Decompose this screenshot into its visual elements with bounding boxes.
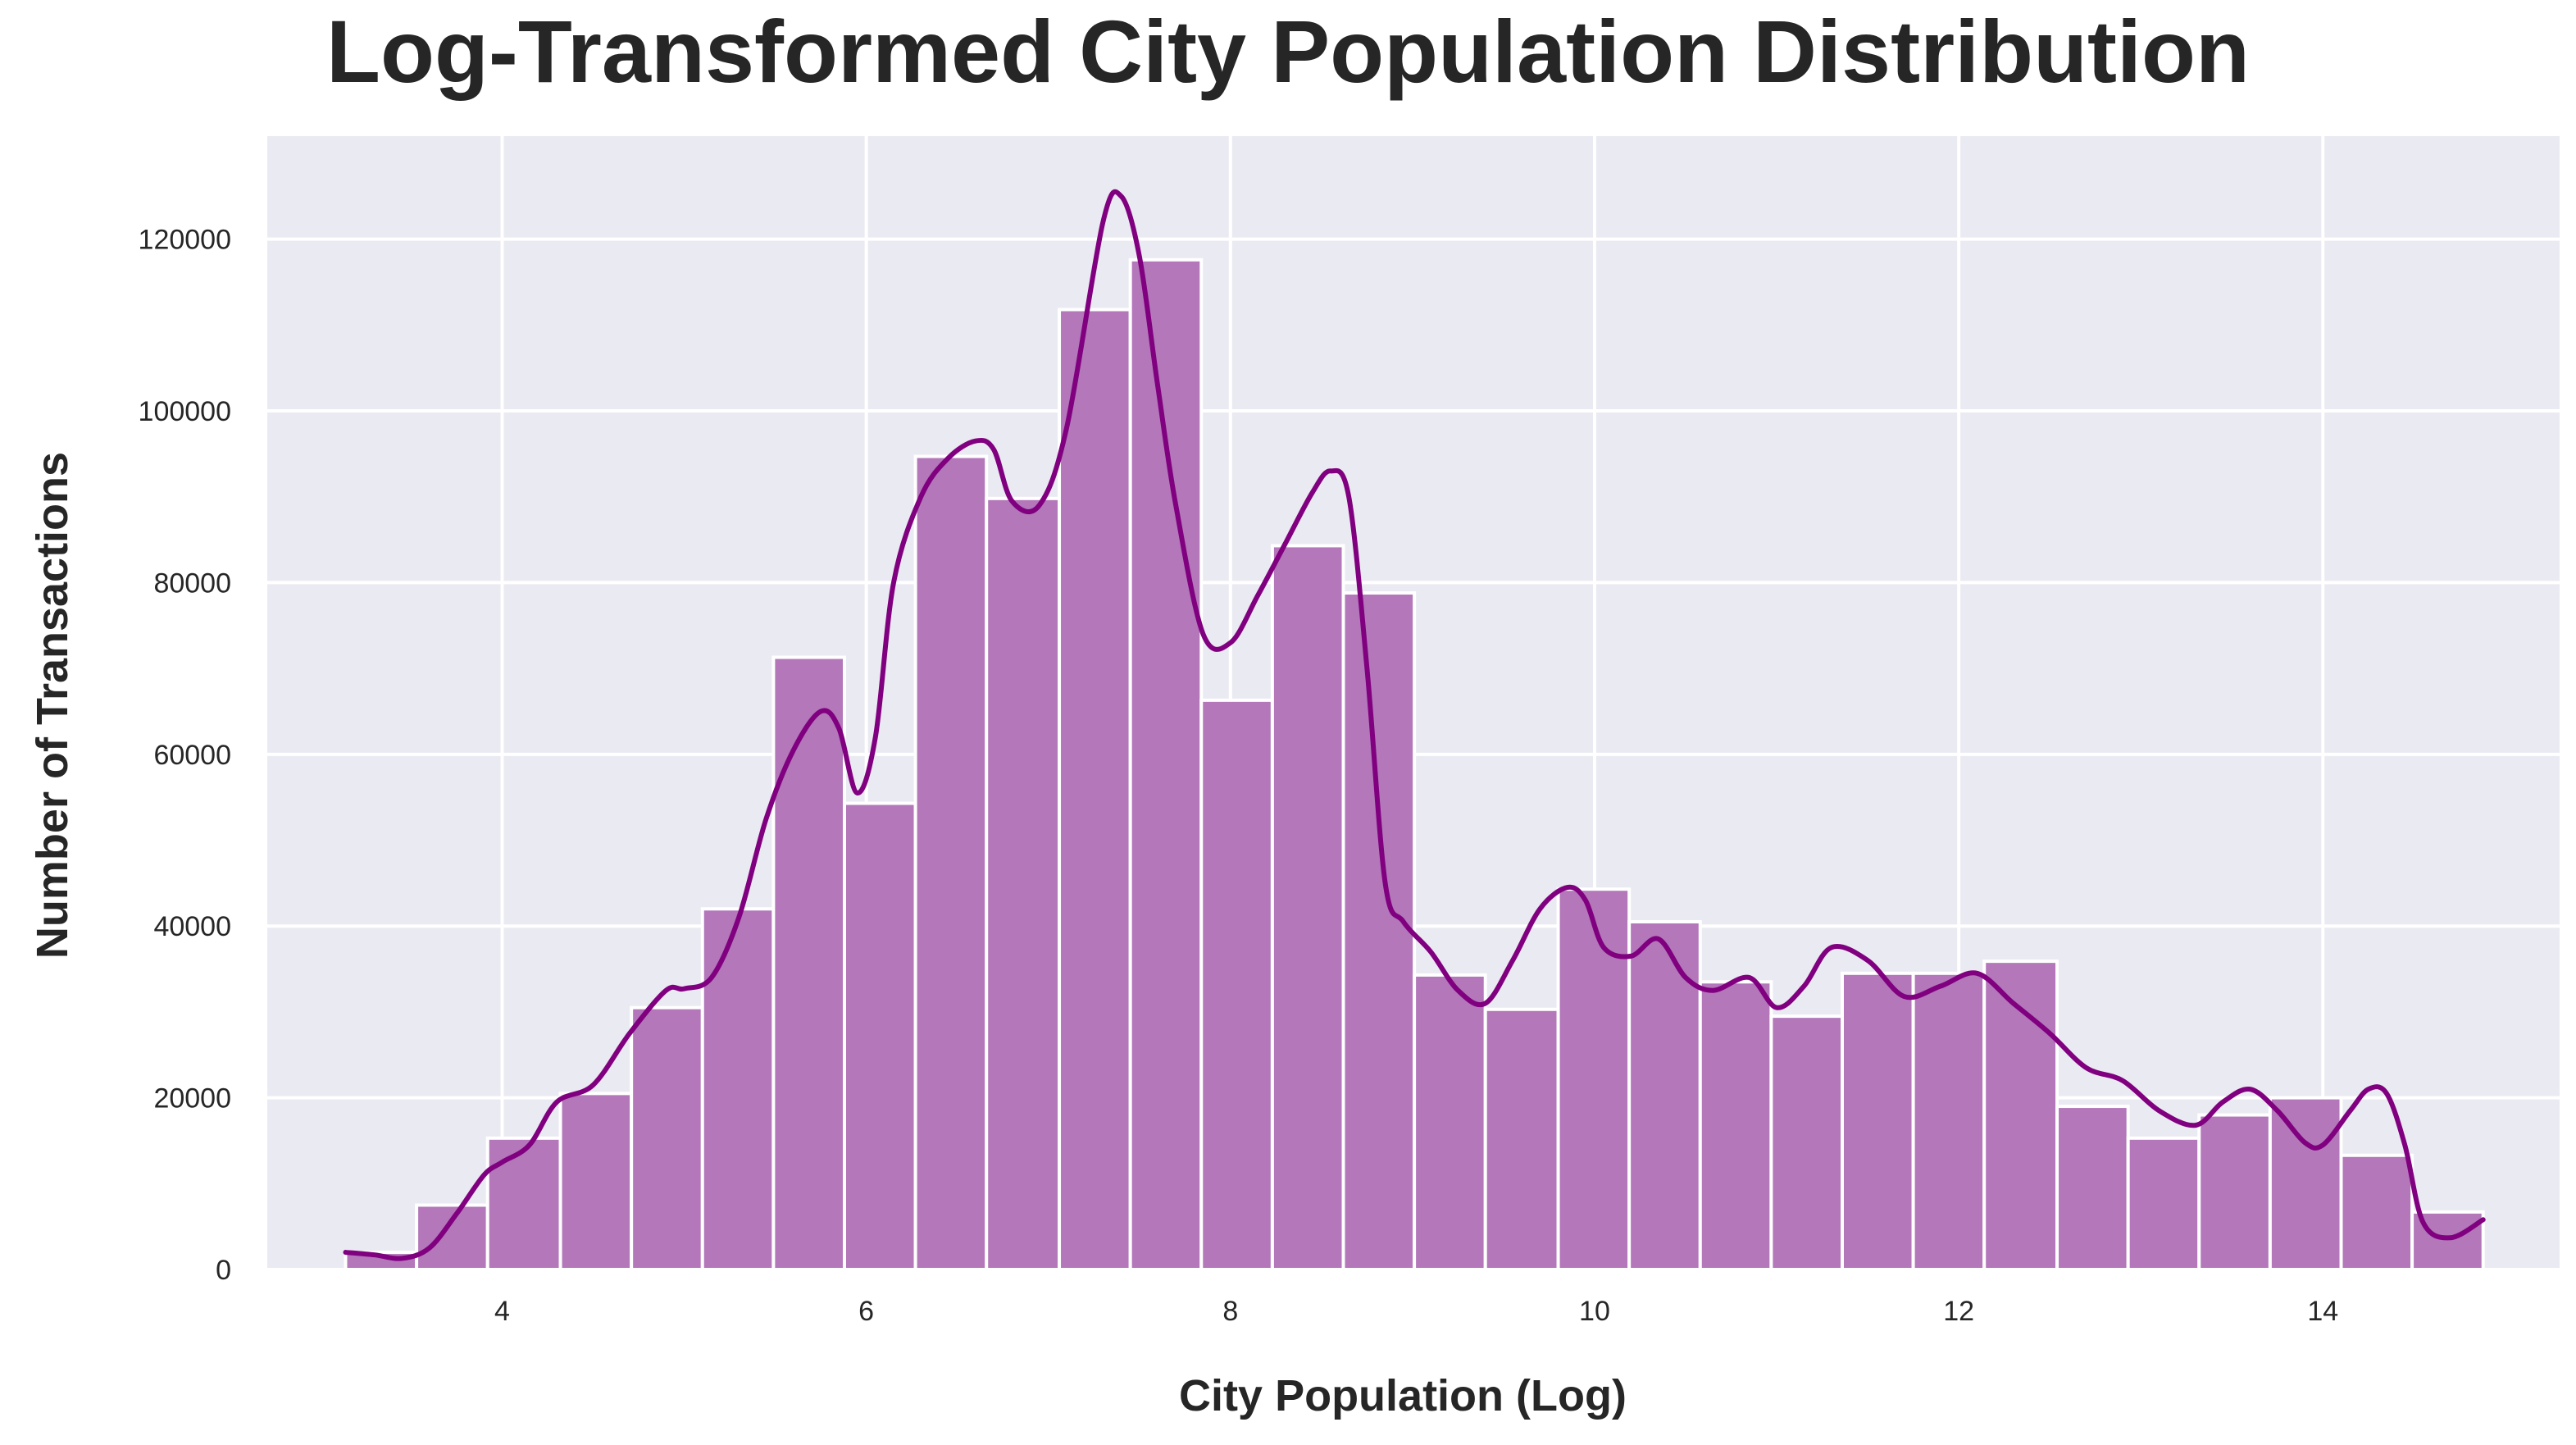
histogram-bar [1556,887,1632,1271]
histogram-bar [415,1203,489,1272]
histogram-bar [2055,1105,2130,1272]
histogram-bar [2339,1153,2414,1272]
histogram-bar [1911,971,1987,1271]
histogram-bar [700,907,776,1271]
y-tick-label: 60000 [153,740,231,771]
histogram-bar [1270,544,1345,1271]
chart-title: Log-Transformed City Population Distribu… [326,2,2250,101]
histogram-bars [344,258,2485,1272]
histogram-bar [985,496,1062,1271]
histogram-bar [1058,308,1132,1271]
histogram-bar [2268,1096,2343,1272]
kde-curve-group [343,189,2486,1261]
histogram-bar [1483,1007,1560,1271]
x-tick-label: 4 [494,1296,510,1327]
histogram-bar [913,454,989,1271]
x-tick-label: 8 [1222,1296,1238,1327]
x-tick-label: 12 [1943,1296,1974,1327]
kde-line [343,189,2486,1261]
histogram-bar [485,1136,562,1271]
histogram-bar [2197,1113,2272,1271]
histogram-bar [1769,1014,1845,1271]
histogram-bar [558,1092,634,1271]
x-tick-label: 10 [1579,1296,1610,1327]
histogram-bar [2126,1136,2201,1271]
histogram-bar [1199,698,1274,1271]
histogram-bar [1341,590,1417,1271]
y-tick-label: 40000 [153,911,231,942]
y-tick-label: 20000 [153,1083,231,1115]
y-tick-label: 100000 [139,396,231,427]
histogram-bar [1128,258,1204,1271]
y-tick-label: 0 [216,1255,231,1286]
y-tick-label: 80000 [153,568,231,599]
histogram-bar [1982,960,2059,1272]
x-tick-labels: 4 6 8 10 12 14 [494,1296,2338,1327]
histogram-bar [1413,973,1487,1271]
x-tick-label: 14 [2307,1296,2338,1327]
y-axis-label: Number of Transactions [28,452,77,959]
x-tick-label: 6 [858,1296,874,1327]
histogram-bar [842,801,917,1271]
y-tick-label: 120000 [139,225,231,256]
histogram-bar [630,1005,704,1271]
y-tick-labels: 0 20000 40000 60000 80000 100000 120000 [139,225,231,1286]
histogram-bar [1627,919,1702,1272]
histogram-bar [1698,980,1773,1271]
x-axis-label: City Population (Log) [1179,1371,1627,1420]
histogram-bar [1841,971,1915,1271]
histogram-bar [771,655,846,1271]
